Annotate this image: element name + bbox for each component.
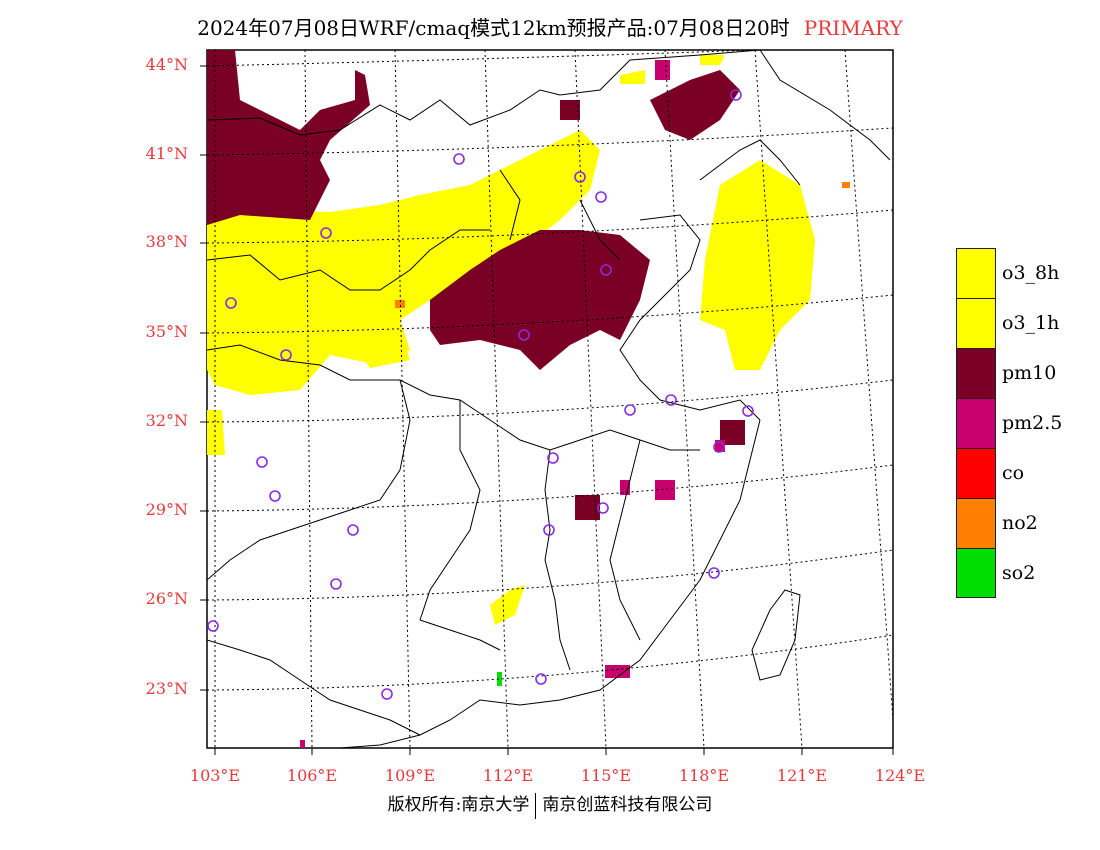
legend-item-o3-8h: o3_8h	[956, 248, 1076, 298]
legend-swatch	[956, 498, 996, 548]
map-title: 2024年07月08日WRF/cmaq模式12km预报产品:07月08日20时 P…	[0, 12, 1100, 41]
legend-label: o3_8h	[1002, 262, 1060, 284]
lon-label-109: 109°E	[384, 766, 436, 785]
lon-label-112: 112°E	[482, 766, 534, 785]
legend-item-no2: no2	[956, 498, 1076, 548]
lon-label-121: 121°E	[776, 766, 828, 785]
legend-label: no2	[1002, 512, 1038, 534]
pm10-region	[207, 50, 745, 520]
copyright-footer: 版权所有:南京大学 南京创蓝科技有限公司	[0, 790, 1100, 819]
lon-label-103: 103°E	[189, 766, 241, 785]
legend-label: pm10	[1002, 362, 1057, 384]
legend-swatch	[956, 548, 996, 598]
lat-label-35: 35°N	[145, 322, 188, 341]
lon-label-124: 124°E	[874, 766, 926, 785]
axis-ticks	[200, 65, 894, 755]
legend-swatch	[956, 448, 996, 498]
legend-item-co: co	[956, 448, 1076, 498]
lat-label-44: 44°N	[145, 55, 188, 74]
legend-item-o3-1h: o3_1h	[956, 298, 1076, 348]
lon-label-118: 118°E	[678, 766, 730, 785]
station-markers	[207, 89, 754, 700]
province-borders	[207, 50, 891, 748]
lon-label-106: 106°E	[286, 766, 338, 785]
legend-label: co	[1002, 462, 1025, 484]
so2-region	[497, 672, 502, 686]
title-text: 2024年07月08日WRF/cmaq模式12km预报产品:07月08日20时	[197, 16, 790, 40]
graticule	[207, 50, 893, 748]
taiwan-outline	[751, 589, 801, 681]
legend-label: so2	[1002, 562, 1036, 584]
copyright-left: 版权所有:南京大学	[387, 795, 530, 815]
no2-region	[395, 300, 405, 308]
legend-swatch	[956, 398, 996, 448]
copyright-right: 南京创蓝科技有限公司	[542, 795, 713, 815]
legend-swatch	[956, 298, 996, 348]
lat-label-23: 23°N	[145, 679, 188, 698]
legend-swatch	[956, 348, 996, 398]
legend-item-pm10: pm10	[956, 348, 1076, 398]
title-tag: PRIMARY	[803, 16, 903, 40]
lon-label-115: 115°E	[580, 766, 632, 785]
lat-label-29: 29°N	[145, 500, 188, 519]
lat-label-41: 41°N	[145, 144, 188, 163]
legend-item-pm25: pm2.5	[956, 398, 1076, 448]
lat-label-38: 38°N	[145, 232, 188, 251]
legend-swatch	[956, 248, 996, 298]
lat-label-32: 32°N	[145, 411, 188, 430]
legend-label: o3_1h	[1002, 312, 1060, 334]
footer-divider	[535, 792, 537, 819]
lat-label-26: 26°N	[145, 589, 188, 608]
legend-label: pm2.5	[1002, 412, 1063, 434]
no2-region-coast	[842, 182, 850, 188]
pollutant-legend: o3_8h o3_1h pm10 pm2.5 co no2 so2	[956, 248, 1076, 598]
legend-item-so2: so2	[956, 548, 1076, 598]
o3-region	[207, 55, 815, 625]
